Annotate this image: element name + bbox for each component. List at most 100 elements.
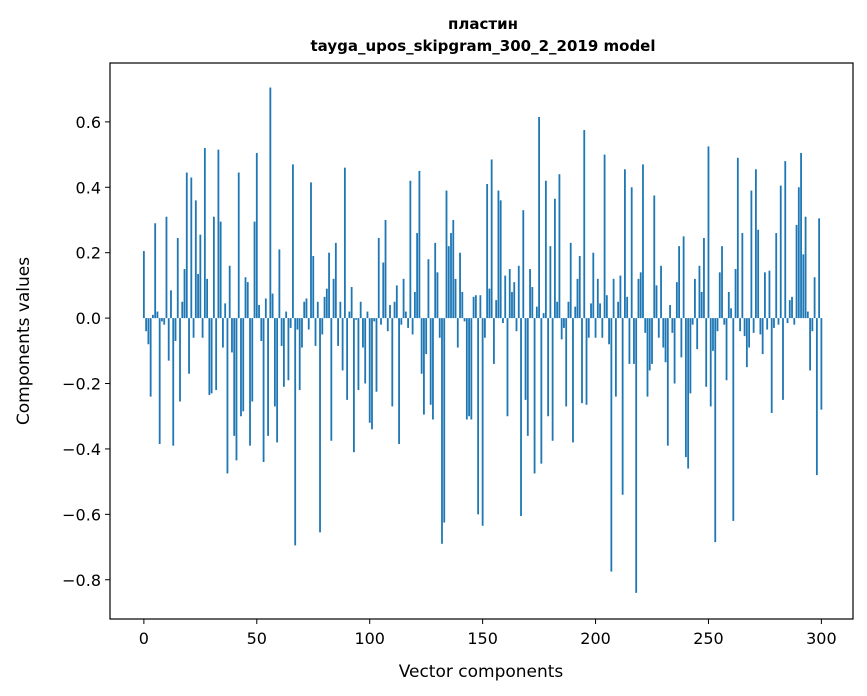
bar bbox=[520, 318, 522, 516]
bar bbox=[585, 318, 588, 405]
bar bbox=[601, 318, 604, 338]
bar bbox=[459, 252, 461, 319]
bar bbox=[678, 246, 681, 319]
bar bbox=[201, 318, 204, 338]
bar bbox=[596, 278, 599, 319]
y-tick-label: 0.6 bbox=[76, 113, 101, 132]
bar bbox=[705, 318, 708, 387]
bar bbox=[651, 318, 653, 364]
bar bbox=[332, 278, 335, 319]
x-tick-label: 50 bbox=[247, 629, 267, 648]
bar bbox=[382, 262, 385, 319]
bar bbox=[526, 318, 529, 436]
bar bbox=[212, 216, 215, 319]
bar bbox=[644, 318, 647, 333]
bar bbox=[502, 318, 504, 324]
bar bbox=[818, 218, 821, 319]
bar bbox=[246, 282, 249, 319]
bar bbox=[811, 318, 814, 332]
bar bbox=[210, 318, 213, 394]
bar bbox=[488, 288, 491, 319]
chart-title-line2: tayga_upos_skipgram_300_2_2019 model bbox=[311, 37, 656, 55]
bar bbox=[310, 182, 312, 319]
bar bbox=[409, 180, 412, 319]
bar bbox=[689, 318, 692, 394]
bar bbox=[513, 282, 516, 319]
bar bbox=[251, 318, 254, 402]
bar bbox=[553, 198, 556, 319]
bar bbox=[465, 318, 468, 420]
bar bbox=[172, 318, 175, 446]
bar bbox=[391, 318, 394, 407]
bar bbox=[154, 223, 157, 319]
bar bbox=[714, 318, 717, 543]
bar bbox=[793, 318, 796, 325]
bar bbox=[727, 291, 730, 319]
bar bbox=[233, 318, 236, 436]
bar bbox=[531, 287, 534, 319]
bar bbox=[768, 270, 771, 319]
bar bbox=[495, 300, 498, 319]
bar bbox=[208, 318, 211, 395]
bar bbox=[725, 318, 728, 381]
bar bbox=[357, 318, 360, 391]
bar bbox=[815, 318, 818, 476]
bar bbox=[334, 242, 337, 319]
bar bbox=[400, 318, 403, 325]
bar bbox=[610, 318, 613, 572]
bar bbox=[416, 233, 419, 319]
bar bbox=[269, 87, 272, 319]
bar bbox=[486, 184, 489, 319]
bar bbox=[567, 301, 570, 319]
bar bbox=[359, 301, 362, 319]
bar bbox=[633, 318, 635, 364]
bar bbox=[339, 301, 342, 319]
bar bbox=[578, 255, 581, 319]
bar bbox=[280, 318, 283, 346]
bar bbox=[438, 318, 441, 338]
bar bbox=[161, 318, 163, 322]
bar bbox=[786, 318, 789, 324]
bar bbox=[244, 277, 247, 319]
bar bbox=[176, 237, 179, 319]
bar bbox=[237, 172, 240, 319]
bar bbox=[183, 269, 186, 319]
bar bbox=[712, 318, 714, 351]
bar bbox=[165, 216, 168, 319]
bar bbox=[197, 273, 199, 319]
bar bbox=[185, 172, 188, 319]
bar bbox=[163, 318, 166, 325]
bar bbox=[736, 157, 739, 319]
bar bbox=[273, 318, 276, 407]
bar bbox=[721, 246, 723, 319]
bar bbox=[635, 318, 638, 593]
bar bbox=[377, 237, 380, 319]
bar bbox=[770, 318, 773, 413]
bar bbox=[687, 318, 690, 469]
bar bbox=[673, 318, 676, 384]
bar bbox=[443, 318, 446, 523]
bar bbox=[231, 318, 233, 353]
bar bbox=[563, 318, 565, 328]
bar bbox=[371, 318, 373, 430]
bar bbox=[217, 149, 220, 319]
y-tick-label: 0.2 bbox=[76, 244, 101, 263]
bar bbox=[614, 318, 617, 397]
bar bbox=[709, 318, 712, 407]
bar bbox=[809, 318, 811, 371]
bar bbox=[592, 252, 595, 319]
bar bbox=[788, 300, 791, 319]
bar bbox=[203, 148, 206, 319]
bar bbox=[481, 318, 484, 526]
x-tick-label: 150 bbox=[467, 629, 498, 648]
bar bbox=[605, 295, 608, 319]
bar bbox=[450, 233, 452, 319]
bar bbox=[468, 318, 470, 417]
bar bbox=[624, 169, 626, 319]
bar bbox=[716, 318, 719, 332]
bar bbox=[289, 318, 292, 328]
bar bbox=[152, 314, 154, 319]
bar bbox=[384, 219, 387, 319]
bar bbox=[506, 318, 509, 417]
bar bbox=[694, 278, 696, 319]
